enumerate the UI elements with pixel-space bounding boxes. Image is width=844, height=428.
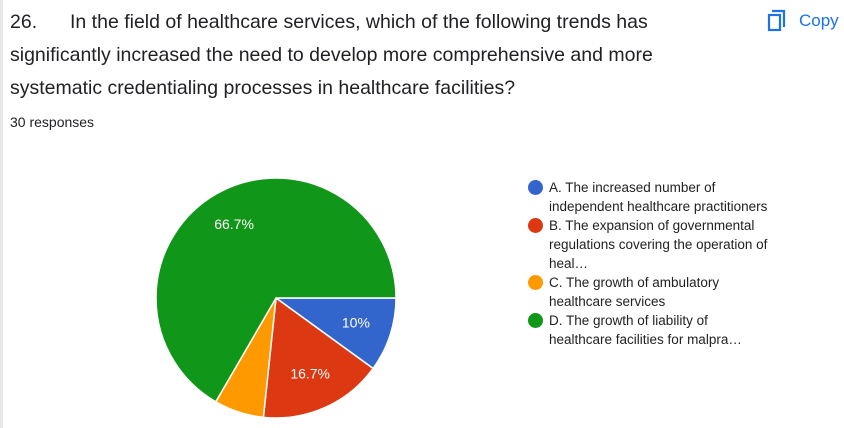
- slice-label: 10%: [342, 315, 370, 331]
- legend-item: B. The expansion of governmental regulat…: [528, 216, 768, 273]
- question-text: In the field of healthcare services, whi…: [10, 11, 653, 99]
- response-count: 30 responses: [10, 114, 95, 130]
- question-number: 26.: [10, 11, 38, 33]
- legend-label: D. The growth of liability of healthcare…: [549, 313, 742, 347]
- legend-swatch: [528, 275, 543, 290]
- legend: A. The increased number of independent h…: [528, 178, 768, 349]
- legend-item: D. The growth of liability of healthcare…: [528, 311, 768, 349]
- legend-item: C. The growth of ambulatory healthcare s…: [528, 273, 768, 311]
- legend-label: B. The expansion of governmental regulat…: [549, 218, 768, 271]
- legend-swatch: [528, 180, 543, 195]
- question: 26. In the field of healthcare services, …: [10, 6, 740, 105]
- copy-icon: [767, 9, 786, 32]
- legend-label: A. The increased number of independent h…: [549, 180, 768, 214]
- legend-swatch: [528, 218, 543, 233]
- copy-button[interactable]: Copy: [767, 6, 839, 36]
- legend-label: C. The growth of ambulatory healthcare s…: [549, 275, 720, 309]
- legend-swatch: [528, 313, 543, 328]
- slice-label: 66.7%: [214, 216, 254, 232]
- pie-slice: [155, 177, 397, 403]
- pie-slice: [273, 297, 397, 370]
- slice-label: 16.7%: [290, 365, 330, 381]
- pie-chart: 10% 16.7% 66.7%: [155, 177, 397, 419]
- legend-item: A. The increased number of independent h…: [528, 178, 768, 216]
- copy-label: Copy: [799, 11, 839, 30]
- pie-slice: [262, 296, 375, 419]
